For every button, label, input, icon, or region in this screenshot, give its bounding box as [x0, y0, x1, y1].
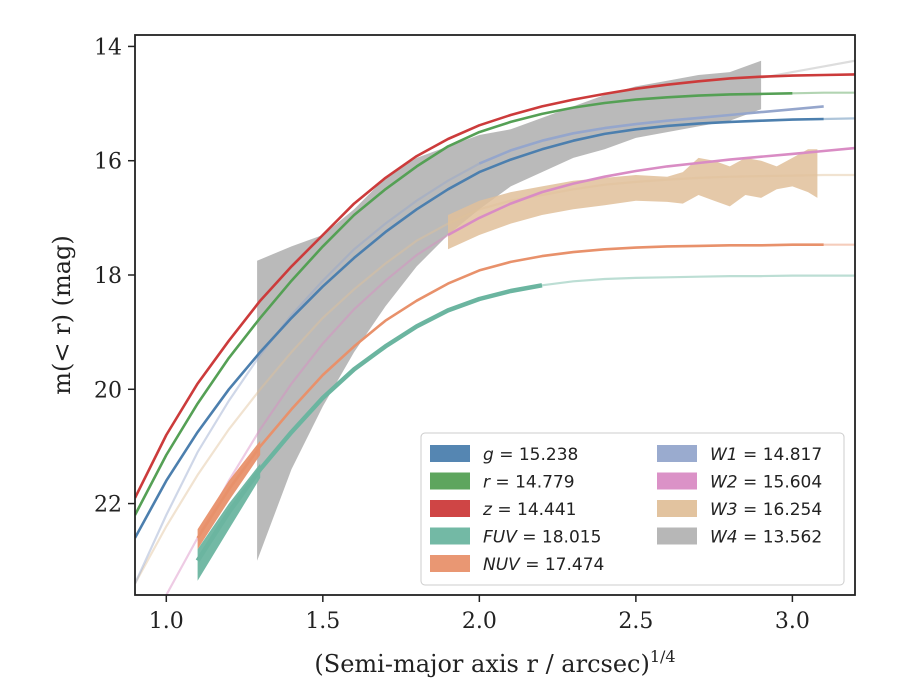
line-nuv — [196, 243, 824, 539]
legend-swatch-nuv — [430, 555, 470, 572]
line-faint-w2 — [165, 234, 449, 595]
legend-label-w2: W2 = 15.604 — [710, 473, 822, 493]
legend-label-w3: W3 = 16.254 — [710, 500, 822, 520]
legend: g = 15.238 r = 14.779 z = 14.441 FUV = 18.0… — [420, 432, 845, 586]
line-faint-w1 — [135, 162, 480, 585]
plot-area — [135, 59, 855, 595]
y-tick-label: 18 — [94, 264, 122, 289]
legend-swatch-w2 — [657, 472, 697, 490]
legend-label-r: r = 14.779 — [483, 473, 575, 493]
line-fuv — [195, 283, 543, 562]
legend-label-w1: W1 = 14.817 — [710, 445, 822, 465]
line-r — [135, 92, 793, 516]
x-tick-label: 1.0 — [149, 609, 184, 634]
band-nuv — [197, 440, 261, 550]
line-faint-g — [823, 117, 855, 121]
y-axis-title: m(< r) (mag) — [48, 235, 76, 394]
x-axis: 1.0 1.5 2.0 2.5 3.0 — [149, 595, 810, 634]
legend-swatch-w1 — [657, 445, 697, 462]
line-faint-r — [792, 91, 855, 95]
series-r — [135, 91, 855, 516]
series-w2 — [165, 146, 855, 595]
plot-frame — [134, 34, 856, 596]
legend-label-g: g = 15.238 — [483, 445, 578, 465]
y-tick-label: 22 — [94, 493, 122, 518]
legend-label-w4: W4 = 13.562 — [710, 528, 822, 548]
legend-swatch-w4 — [657, 527, 697, 545]
legend-box — [420, 432, 845, 586]
line-faint-w3 — [135, 173, 855, 585]
legend-swatch-fuv — [430, 527, 470, 545]
y-tick-label: 14 — [94, 35, 122, 60]
x-tick-label: 2.0 — [462, 609, 497, 634]
band-w3 — [448, 149, 818, 250]
legend-label-nuv: NUV = 17.474 — [483, 555, 604, 575]
line-faint-fuv — [541, 274, 855, 287]
line-z — [135, 73, 855, 499]
series-g — [135, 117, 855, 539]
line-g — [135, 117, 824, 539]
line-w1 — [478, 105, 824, 165]
band-w4 — [257, 60, 762, 561]
legend-swatch-z — [430, 500, 470, 517]
x-axis-title: (Semi-major axis r / arcsec)1/4 — [314, 647, 675, 678]
series-w3 — [135, 149, 855, 585]
x-tick-label: 3.0 — [775, 609, 810, 634]
series-fuv — [195, 274, 855, 581]
line-w2 — [447, 146, 855, 237]
x-tick-label: 2.5 — [618, 609, 653, 634]
y-tick-label: 20 — [94, 378, 122, 403]
legend-swatch-w3 — [657, 500, 697, 517]
x-tick-label: 1.5 — [305, 609, 340, 634]
legend-swatch-g — [430, 445, 470, 462]
legend-label-z: z = 14.441 — [482, 500, 576, 520]
series-nuv — [196, 243, 855, 550]
legend-label-fuv: FUV = 18.015 — [483, 528, 601, 548]
series-z — [135, 73, 855, 499]
series-w1 — [135, 105, 824, 585]
y-tick-label: 16 — [94, 150, 122, 175]
legend-swatch-r — [430, 472, 470, 490]
y-axis: 14 16 18 20 22 — [94, 35, 135, 518]
